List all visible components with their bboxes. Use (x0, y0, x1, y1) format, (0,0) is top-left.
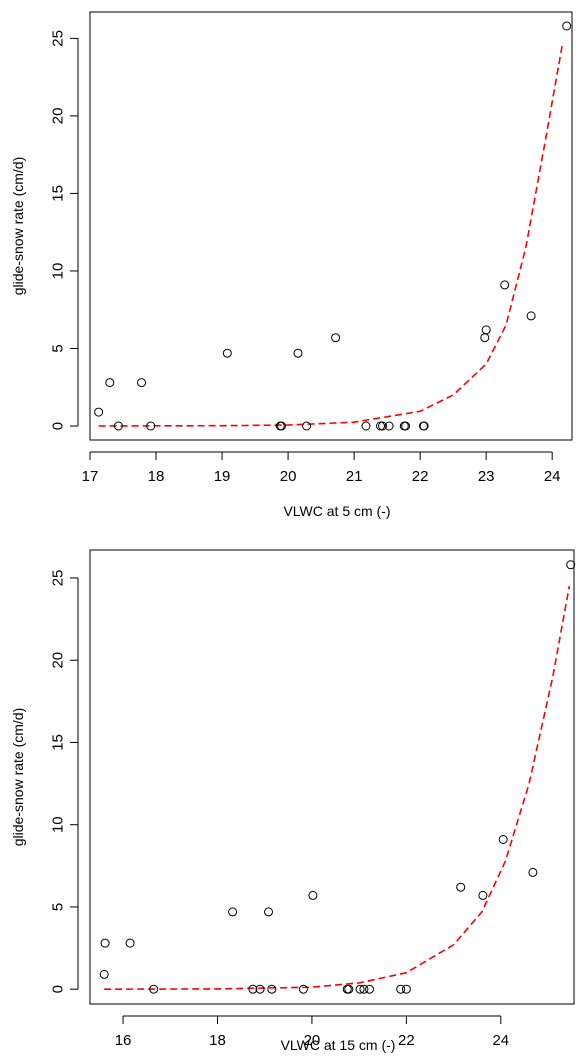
data-point (355, 984, 365, 994)
y-tick-label: 0 (50, 985, 67, 993)
data-point (498, 835, 508, 844)
data-point (480, 333, 490, 343)
y-tick-label: 5 (50, 344, 67, 352)
y-tick-label: 25 (50, 30, 67, 47)
y-axis-title: glide-snow rate (cm/d) (10, 157, 26, 296)
data-point (113, 421, 123, 431)
data-point (419, 421, 429, 431)
x-tick-label: 20 (304, 1032, 321, 1049)
data-point (562, 21, 572, 31)
data-point (255, 984, 265, 994)
data-point (298, 984, 308, 994)
data-point (526, 311, 536, 321)
data-point (105, 378, 115, 388)
data-point (361, 421, 371, 431)
data-point (376, 421, 385, 431)
data-point (137, 378, 146, 388)
chart-vlwc-15cm: 16 18 20 22 24 0 5 10 15 20 25 VLWC at 15 cm (-) gli… (10, 549, 576, 1053)
data-point (500, 280, 510, 290)
x-tick-label: 24 (544, 468, 561, 485)
x-tick-label: 20 (280, 468, 297, 485)
data-point (293, 348, 303, 358)
x-tick-label: 21 (346, 468, 363, 485)
data-point (359, 984, 369, 994)
fit-curve-dashed (98, 45, 563, 427)
data-point (99, 969, 109, 979)
data-point (222, 348, 232, 358)
x-tick-label: 18 (209, 1032, 226, 1049)
data-point (384, 421, 394, 431)
x-tick-label: 22 (412, 468, 429, 485)
y-tick-label: 5 (50, 903, 67, 911)
x-tick-label: 16 (115, 1032, 132, 1049)
plot-frame (89, 11, 573, 441)
data-point (125, 938, 135, 948)
data-point (396, 984, 406, 994)
data-point (566, 560, 576, 570)
x-tick-label: 24 (492, 1032, 509, 1049)
data-point (365, 984, 374, 994)
y-tick-label: 15 (50, 185, 67, 202)
data-point (264, 907, 273, 917)
data-point (401, 421, 411, 431)
data-point (302, 421, 312, 431)
fit-curve-dashed (104, 586, 571, 990)
x-tick-label: 18 (148, 468, 165, 485)
y-tick-label: 20 (50, 108, 67, 125)
x-tick-label: 22 (398, 1032, 415, 1049)
data-point (331, 333, 341, 343)
x-axis-title: VLWC at 5 cm (-) (283, 503, 390, 519)
x-axis-title: VLWC at 15 cm (-) (281, 1037, 396, 1053)
data-point (248, 984, 258, 994)
data-point (267, 984, 277, 994)
data-point (478, 890, 488, 900)
data-point (94, 407, 104, 417)
y-tick-label: 10 (50, 263, 67, 280)
x-tick-label: 17 (82, 468, 99, 485)
data-point (308, 890, 318, 900)
chart-vlwc-5cm: 17 18 19 20 21 22 23 24 0 5 10 15 20 25 VLWC at 5 cm (… (10, 11, 573, 519)
data-point (401, 984, 411, 994)
data-point (277, 421, 286, 431)
data-point (481, 325, 491, 335)
y-tick-label: 0 (50, 422, 67, 430)
y-tick-label: 15 (50, 734, 67, 751)
data-point (146, 421, 156, 431)
y-axis-title: glide-snow rate (cm/d) (10, 708, 26, 847)
data-point (378, 421, 387, 431)
data-point (528, 867, 538, 877)
y-tick-label: 25 (50, 570, 67, 587)
x-tick-label: 19 (214, 468, 231, 485)
y-tick-label: 20 (50, 652, 67, 669)
data-point (149, 984, 159, 994)
plot-frame (89, 549, 575, 1005)
x-tick-label: 23 (478, 468, 495, 485)
data-point (100, 938, 110, 948)
y-tick-label: 10 (50, 816, 67, 833)
data-point (344, 984, 354, 994)
data-point (228, 907, 238, 917)
data-point (456, 882, 466, 892)
